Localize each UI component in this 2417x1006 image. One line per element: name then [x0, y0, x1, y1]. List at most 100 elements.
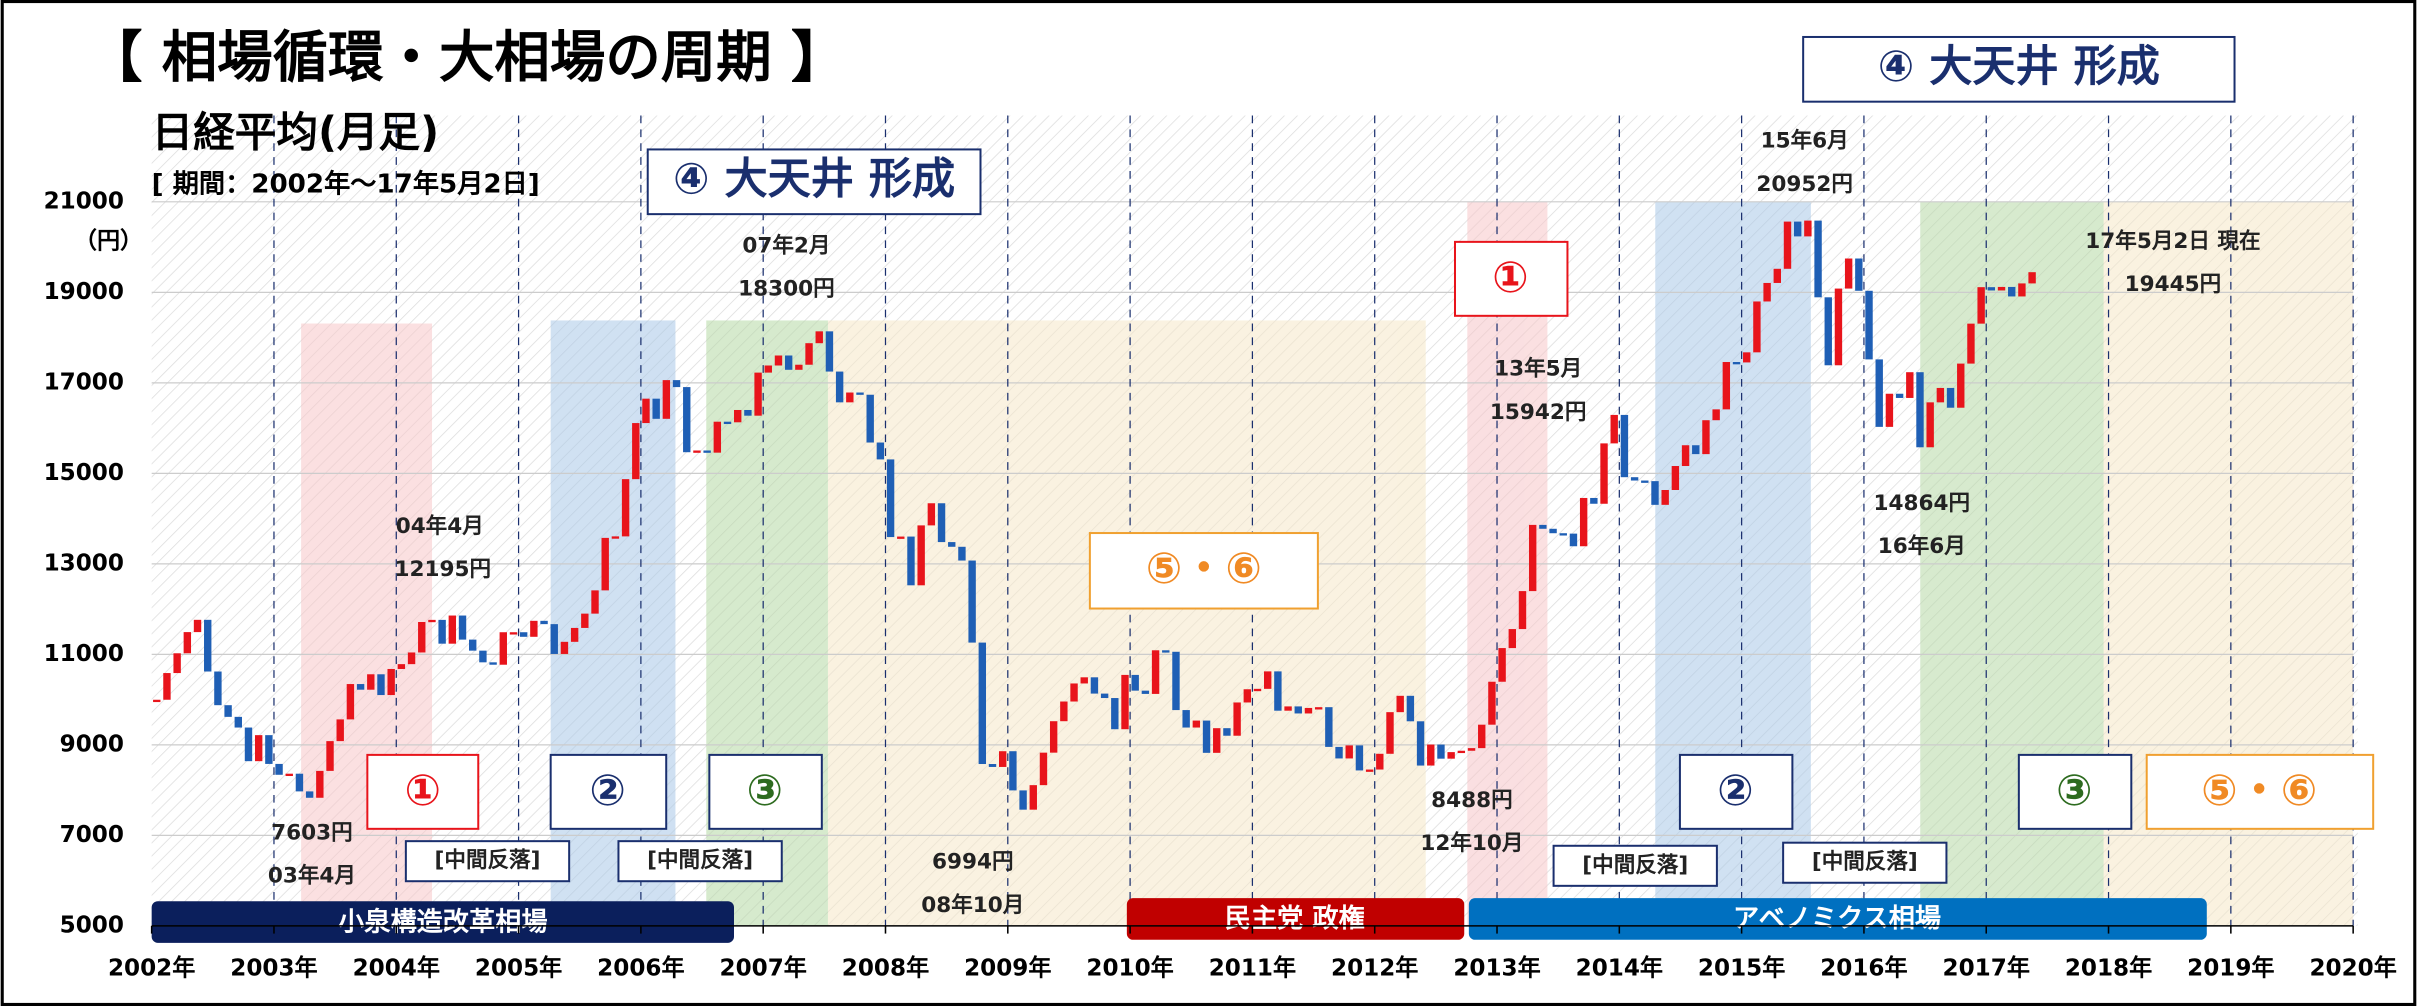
candle: [754, 372, 762, 416]
candle: [662, 380, 671, 419]
annotation: 15942円: [1490, 400, 1587, 425]
y-unit: （円）: [74, 227, 143, 254]
y-tick-label: 13000: [44, 550, 124, 576]
phase-label: ⑤・⑥: [1146, 544, 1262, 594]
candle: [1549, 528, 1557, 534]
annotation: 18300円: [738, 277, 835, 302]
candle: [1569, 533, 1578, 547]
candle: [1274, 671, 1282, 711]
candle: [1977, 287, 1985, 324]
candle: [305, 791, 314, 798]
candle: [346, 684, 355, 720]
candle: [1253, 688, 1262, 692]
annotations: 04年4月 12195円 7603円 03年4月 07年2月 18300円 69…: [268, 128, 2261, 918]
candle: [1916, 372, 1924, 448]
candle: [1019, 790, 1027, 810]
candle: [846, 392, 854, 403]
candle: [723, 421, 732, 425]
era-bar: [1468, 898, 2207, 940]
candle: [1875, 359, 1883, 427]
candle: [1172, 651, 1180, 711]
candle: [1600, 443, 1608, 504]
candle: [1844, 258, 1853, 289]
candle: [1488, 681, 1496, 725]
phase-label: ⑤・⑥: [2201, 766, 2317, 816]
phase-box: [1678, 753, 1794, 830]
candle: [1233, 702, 1241, 736]
candle: [1590, 497, 1598, 504]
candle: [1325, 707, 1333, 747]
candle: [968, 560, 976, 643]
candle: [1743, 352, 1751, 363]
candle: [1793, 221, 1802, 237]
x-tick-label: 2003年: [230, 955, 317, 982]
candle: [621, 479, 630, 537]
phase-label: ③: [2056, 766, 2093, 816]
candle: [1263, 671, 1272, 689]
candle: [713, 421, 722, 453]
phase-box: [2017, 753, 2133, 830]
candle: [1620, 414, 1629, 478]
candle: [1416, 721, 1425, 766]
candle: [734, 409, 742, 423]
candle: [560, 641, 569, 654]
candle: [1753, 301, 1761, 353]
candle: [1702, 420, 1710, 455]
phase-box: [1802, 35, 2236, 103]
candle: [407, 652, 416, 665]
candle: [1946, 387, 1955, 408]
annotation: 04年4月: [396, 513, 484, 539]
annotation: 17年5月2日 現在: [2085, 228, 2260, 254]
annotation: 08年10月: [921, 892, 1024, 918]
candle: [1681, 445, 1690, 467]
candle: [224, 705, 232, 717]
candle: [1365, 769, 1374, 772]
candle: [632, 423, 640, 480]
candle: [254, 735, 263, 762]
candle: [581, 613, 589, 628]
candle: [1151, 650, 1160, 694]
phase-box: [646, 148, 982, 216]
annotation: 15年6月: [1761, 128, 1849, 154]
x-tick-label: 2020年: [2309, 955, 2396, 982]
y-tick-label: 9000: [60, 731, 124, 757]
candle: [1692, 445, 1700, 455]
rebound-box: [1782, 841, 1948, 884]
candle: [326, 741, 334, 771]
candle: [1926, 402, 1934, 448]
x-tick-label: 2009年: [964, 955, 1051, 982]
candle: [652, 398, 660, 419]
phase-label: ①: [405, 766, 442, 816]
candle: [1478, 724, 1486, 749]
candle: [1895, 393, 1904, 398]
candle: [1457, 750, 1466, 754]
rebound-label: [中間反落]: [647, 848, 753, 873]
candle: [397, 664, 406, 669]
x-tick-label: 2016年: [1820, 955, 1907, 982]
candle: [1029, 785, 1037, 810]
candle: [1009, 751, 1017, 791]
candle: [978, 642, 987, 765]
candle: [1100, 693, 1109, 699]
candle: [693, 450, 701, 453]
x-tick-label: 2006年: [597, 955, 684, 982]
candle: [285, 773, 293, 777]
candle: [1467, 748, 1476, 751]
candle: [153, 699, 161, 703]
candle: [897, 536, 905, 539]
candle: [530, 620, 538, 637]
candle: [1722, 362, 1731, 410]
phase-label: ④ 大天井 形成: [1878, 42, 2160, 92]
x-tick-label: 2015年: [1698, 955, 1785, 982]
y-tick-label: 19000: [44, 279, 124, 305]
candle: [183, 632, 192, 654]
candle: [1539, 524, 1547, 529]
candle: [204, 619, 212, 672]
rebound-box: [617, 840, 783, 883]
candle: [2008, 286, 2016, 297]
candle: [387, 668, 395, 696]
x-tick-label: 2014年: [1576, 955, 1663, 982]
candle: [1437, 744, 1445, 759]
era-label: アベノミクス相場: [1733, 904, 1941, 934]
era-label: 小泉構造改革相場: [338, 906, 547, 937]
